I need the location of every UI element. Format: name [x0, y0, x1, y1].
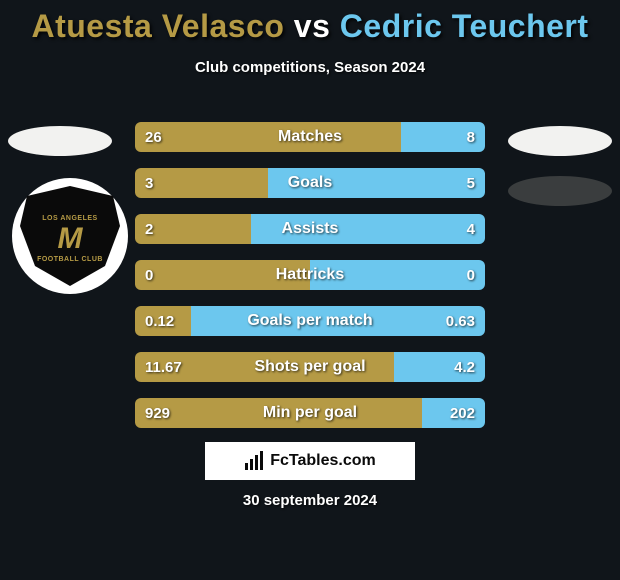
player2-club-oval-2 [508, 176, 612, 206]
bar-row: Hattricks0 0 [135, 260, 485, 290]
player1-club-shield: LOS ANGELES M FOOTBALL CLUB [12, 178, 128, 294]
bar-label: Goals [135, 168, 485, 198]
bar-row: Goals per match0.12 0.63 [135, 306, 485, 336]
bar-value-left: 929 [135, 398, 180, 428]
player1-club-oval [8, 126, 112, 156]
player1-name: Atuesta Velasco [31, 8, 284, 44]
brand-badge: FcTables.com [205, 442, 415, 480]
player2-club-oval-1 [508, 126, 612, 156]
bar-value-right: 202 [440, 398, 485, 428]
bar-row: Min per goal929 202 [135, 398, 485, 428]
bar-value-left: 2 [135, 214, 163, 244]
bar-value-right: 4.2 [444, 352, 485, 382]
subtitle: Club competitions, Season 2024 [0, 59, 620, 76]
bar-label: Min per goal [135, 398, 485, 428]
bar-label: Goals per match [135, 306, 485, 336]
brand-chart-icon [244, 451, 264, 471]
bar-value-right: 8 [457, 122, 485, 152]
vs-separator: vs [294, 8, 331, 44]
bar-value-left: 0 [135, 260, 163, 290]
shield-mid-text: M [58, 224, 83, 254]
bar-value-right: 0 [457, 260, 485, 290]
page-title: Atuesta Velasco vs Cedric Teuchert [0, 0, 620, 45]
bar-value-right: 0.63 [436, 306, 485, 336]
comparison-infographic: Atuesta Velasco vs Cedric Teuchert Club … [0, 0, 620, 580]
bar-value-left: 0.12 [135, 306, 184, 336]
bar-value-right: 4 [457, 214, 485, 244]
brand-text: FcTables.com [270, 452, 376, 470]
bar-row: Shots per goal11.674.2 [135, 352, 485, 382]
bar-value-left: 3 [135, 168, 163, 198]
lafc-shield-inner: LOS ANGELES M FOOTBALL CLUB [20, 186, 120, 286]
bar-row: Assists2 4 [135, 214, 485, 244]
comparison-bars: Matches26 8 Goals3 5 Assists2 4 Hattricks0 0 Goa… [135, 122, 485, 444]
bar-value-left: 11.67 [135, 352, 192, 382]
shield-bot-text: FOOTBALL CLUB [37, 256, 103, 263]
footer-date: 30 september 2024 [0, 492, 620, 509]
bar-label: Matches [135, 122, 485, 152]
bar-label: Assists [135, 214, 485, 244]
shield-top-text: LOS ANGELES [42, 215, 97, 222]
bar-value-left: 26 [135, 122, 172, 152]
bar-value-right: 5 [457, 168, 485, 198]
bar-label: Hattricks [135, 260, 485, 290]
bar-row: Matches26 8 [135, 122, 485, 152]
player2-name: Cedric Teuchert [340, 8, 589, 44]
bar-row: Goals3 5 [135, 168, 485, 198]
